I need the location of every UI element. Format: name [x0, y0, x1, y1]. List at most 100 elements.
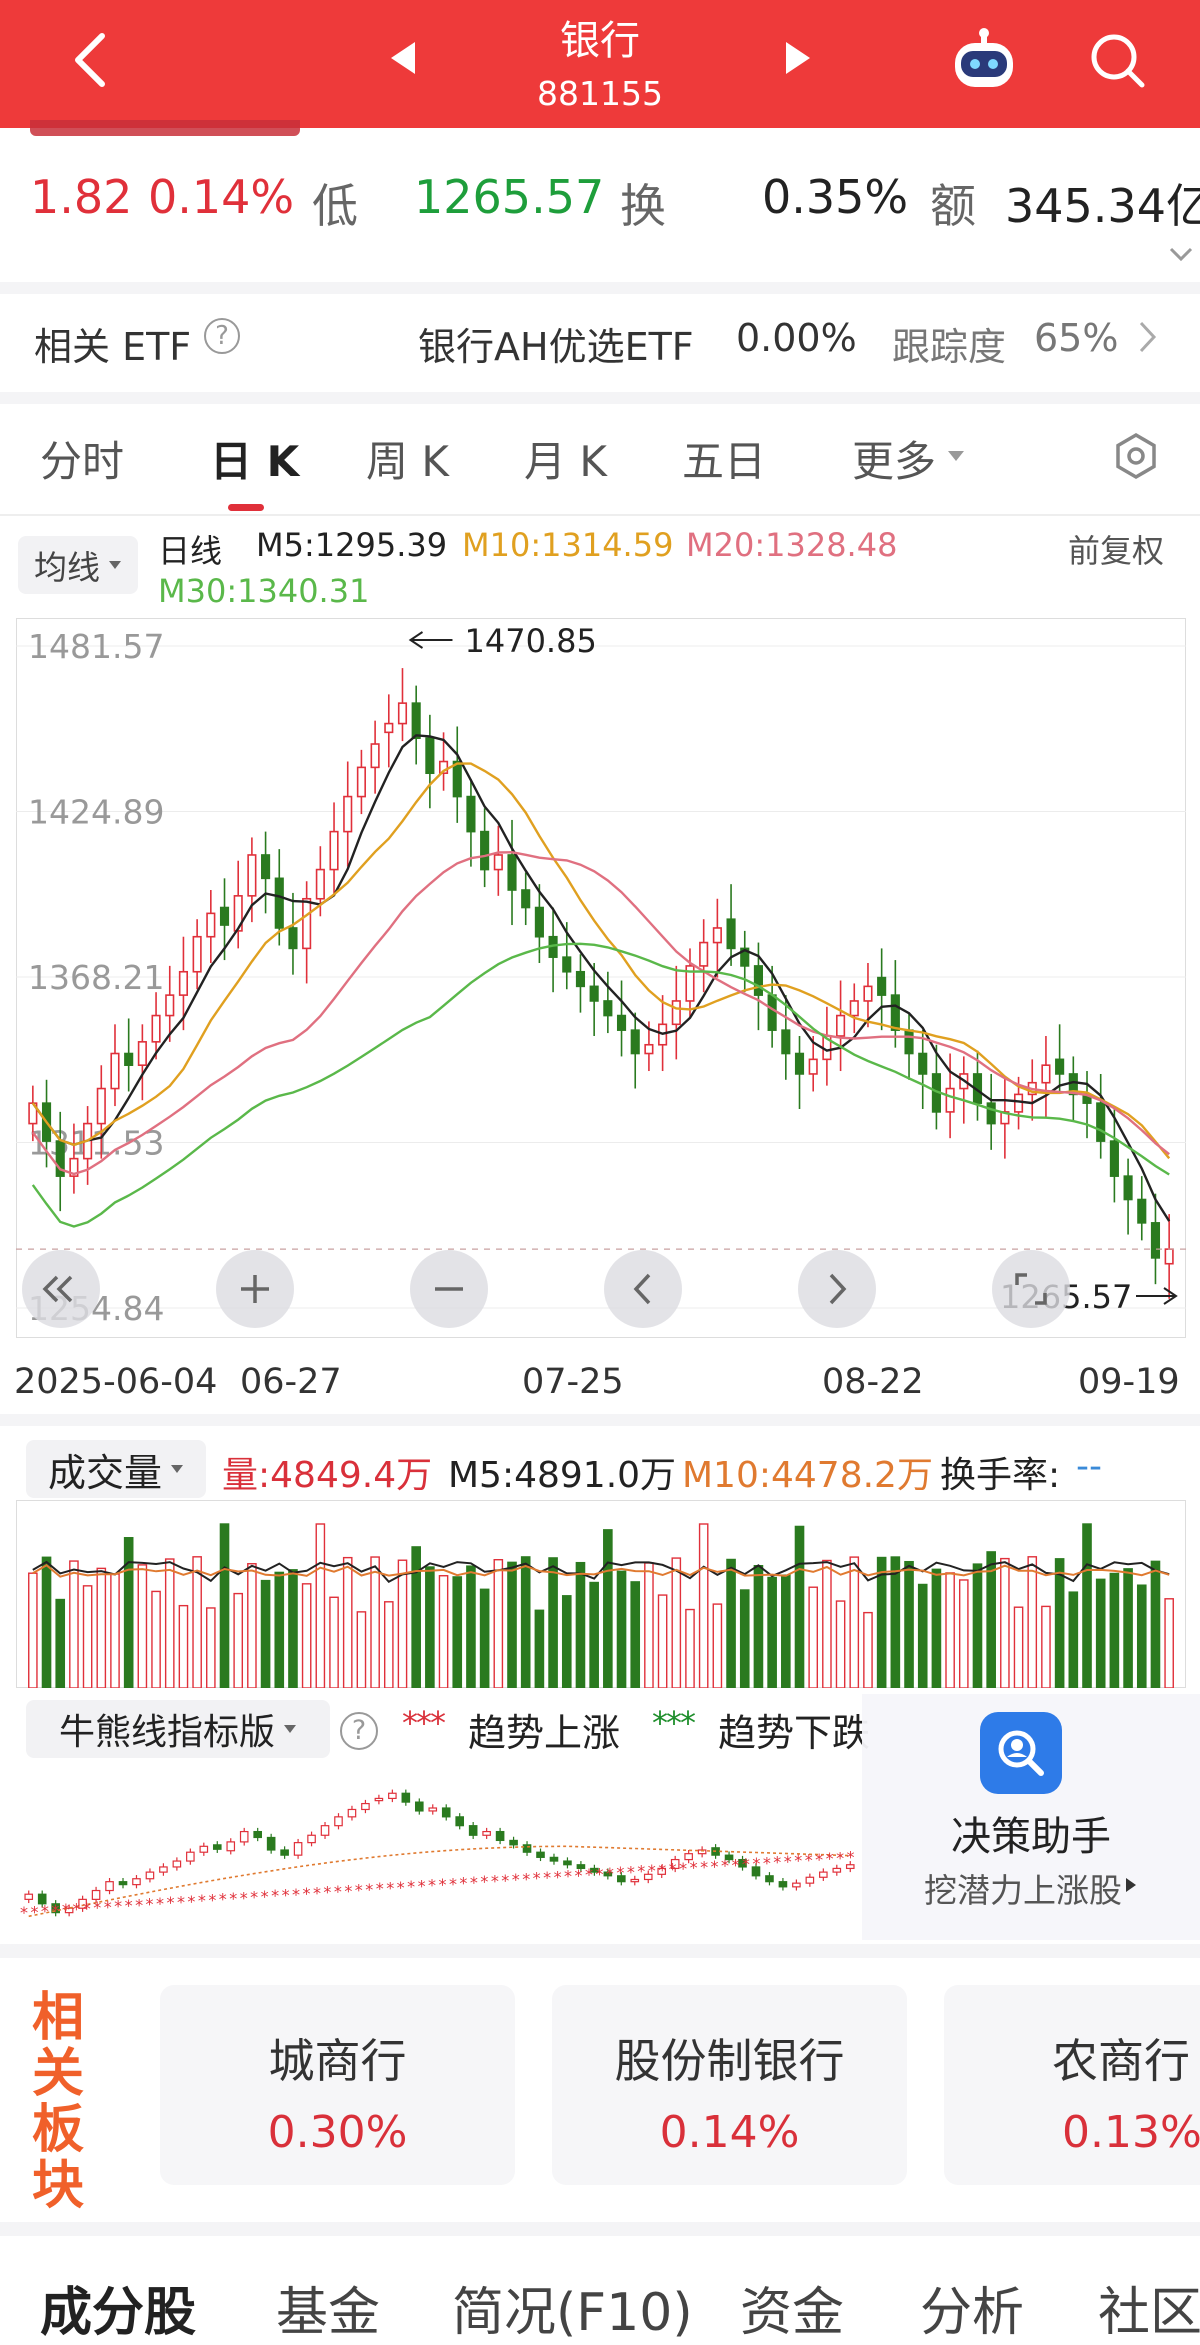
tab-daily-k[interactable]: 日 K [210, 437, 300, 486]
next-icon[interactable] [798, 1250, 876, 1328]
bb-candle [401, 1792, 411, 1803]
sector-card[interactable]: 股份制银行 0.14% [552, 1985, 907, 2185]
bb-trend-star: * [83, 1899, 91, 1918]
bb-candle [266, 1836, 276, 1851]
back-icon[interactable] [60, 24, 120, 96]
help-icon[interactable]: ? [204, 318, 240, 354]
next-stock-icon[interactable] [780, 36, 816, 80]
ma20-line [31, 850, 1170, 1176]
bb-trend-star: * [146, 1895, 154, 1914]
volume-selector[interactable]: 成交量 [26, 1440, 206, 1498]
tab-funds[interactable]: 基金 [276, 2283, 381, 2343]
divider [0, 514, 1200, 516]
volume-bar [342, 1556, 353, 1688]
volume-bar [835, 1600, 846, 1688]
tab-intraday[interactable]: 分时 [40, 437, 125, 486]
volume-bar [192, 1556, 202, 1688]
volume-ma10-line [32, 1563, 1170, 1578]
help-icon[interactable]: ? [340, 1712, 378, 1750]
candle-body [575, 970, 586, 988]
bb-trend-star: * [512, 1870, 520, 1889]
zoom-in-icon[interactable] [216, 1250, 294, 1328]
turnover-value: 0.35% [762, 170, 909, 224]
bb-candle [468, 1825, 478, 1836]
sector-card[interactable]: 城商行 0.30% [160, 1985, 515, 2185]
bb-trend-star: * [784, 1852, 792, 1871]
assistant-title: 决策助手 [951, 1814, 1111, 1860]
bb-trend-star: * [198, 1891, 206, 1910]
candle-body [315, 868, 325, 900]
tab-monthly-k[interactable]: 月 K [524, 437, 607, 486]
decision-assistant-card[interactable]: 决策助手 挖潜力上涨股 [862, 1694, 1200, 1940]
tab-five-day[interactable]: 五日 [682, 437, 767, 486]
volume-bar [904, 1560, 914, 1688]
candle-body [1096, 1102, 1106, 1142]
volume-bar [1027, 1556, 1038, 1688]
bb-candle [361, 1802, 370, 1811]
tab-weekly-k[interactable]: 周 K [366, 437, 449, 486]
search-icon[interactable] [1082, 28, 1154, 94]
bb-candle [522, 1844, 532, 1853]
bb-trend-star: * [543, 1868, 551, 1887]
bb-trend-star: * [763, 1853, 771, 1872]
volume-bar [616, 1570, 627, 1688]
high-annotation: 1470.85 [464, 622, 596, 660]
bb-candle [643, 1873, 653, 1881]
low-label: 低 [312, 179, 358, 233]
tab-constituents[interactable]: 成分股 [40, 2283, 197, 2343]
settings-gear-icon[interactable] [1112, 432, 1160, 480]
bb-candle [105, 1881, 114, 1892]
bb-trend-star: * [522, 1869, 530, 1888]
chevron-right-icon[interactable] [1138, 320, 1160, 356]
adjust-mode[interactable]: 前复权 [1068, 532, 1165, 570]
bb-mid-line [28, 1845, 851, 1918]
bb-candle [657, 1867, 667, 1875]
bb-candle [226, 1841, 236, 1852]
candle-body [740, 947, 750, 967]
bb-candle [186, 1851, 195, 1862]
volume-bar [315, 1523, 326, 1688]
tab-community[interactable]: 社区 [1098, 2283, 1200, 2343]
volume-bar [370, 1556, 380, 1688]
ma5-line [31, 734, 1171, 1222]
bb-trend-star: * [501, 1871, 509, 1890]
tab-analysis[interactable]: 分析 [920, 2283, 1025, 2343]
bb-trend-star: * [344, 1881, 352, 1900]
related-etf-row[interactable]: 相关 ETF ? 银行AH优选ETF 0.00% 跟踪度 65% [0, 292, 1200, 392]
etf-name[interactable]: 银行AH优选ETF [418, 325, 694, 369]
candle-body [863, 985, 873, 1002]
tab-more[interactable]: 更多 [852, 437, 937, 486]
candlestick-chart[interactable]: 1481.571424.891368.211311.531254.841470.… [16, 618, 1186, 1338]
amount-label: 额 [930, 179, 976, 233]
prev-stock-icon[interactable] [385, 36, 421, 80]
price-partial [30, 120, 300, 136]
zoom-out-icon[interactable] [410, 1250, 488, 1328]
robot-assistant-icon[interactable] [948, 26, 1020, 92]
ma-m30: M30:1340.31 [158, 572, 370, 610]
bb-trend-star: * [292, 1885, 300, 1904]
volume-bar [794, 1525, 805, 1688]
tracking-value: 65% [1034, 316, 1119, 360]
volume-bar [1164, 1598, 1174, 1688]
ma-period: 日线 [158, 532, 223, 570]
bb-trend-star: * [219, 1890, 227, 1909]
bb-trend-star: * [648, 1861, 656, 1880]
indicator-selector[interactable]: 牛熊线指标版 [26, 1700, 330, 1758]
ma-selector[interactable]: 均线 [18, 536, 138, 594]
candle-body [206, 912, 216, 938]
volume-bar [890, 1556, 901, 1688]
bb-candle [441, 1807, 451, 1818]
fullscreen-icon[interactable] [992, 1250, 1070, 1328]
bb-trend-star: * [177, 1893, 185, 1912]
sector-card[interactable]: 农商行 0.13% [944, 1985, 1200, 2185]
tab-profile[interactable]: 简况(F10) [452, 2283, 693, 2343]
tab-capital[interactable]: 资金 [740, 2283, 845, 2343]
rewind-icon[interactable] [22, 1250, 100, 1328]
bb-trend-star: * [690, 1858, 698, 1877]
bb-trend-star: * [302, 1884, 310, 1903]
bb-trend-star: * [627, 1862, 635, 1881]
candle-body [1164, 1248, 1174, 1265]
bb-candle [428, 1807, 438, 1812]
expand-chevron-icon[interactable] [1168, 246, 1194, 266]
prev-icon[interactable] [604, 1250, 682, 1328]
